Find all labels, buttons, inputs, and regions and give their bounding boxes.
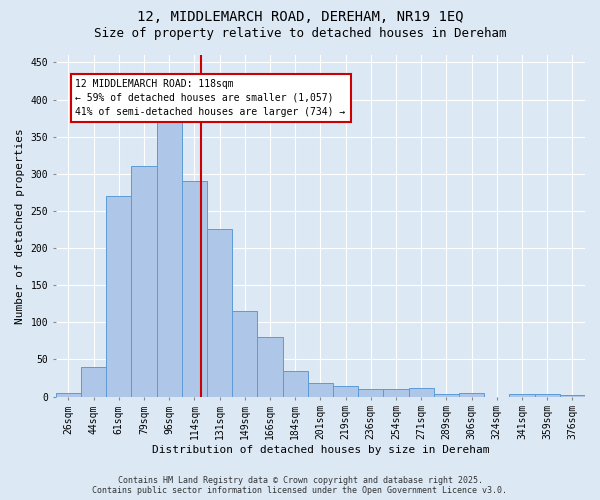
Bar [560, 395, 585, 396]
Bar [509, 394, 535, 396]
Text: 12, MIDDLEMARCH ROAD, DEREHAM, NR19 1EQ: 12, MIDDLEMARCH ROAD, DEREHAM, NR19 1EQ [137, 10, 463, 24]
X-axis label: Distribution of detached houses by size in Dereham: Distribution of detached houses by size … [152, 445, 489, 455]
Bar [383, 389, 409, 396]
Bar [106, 196, 131, 396]
Bar [459, 393, 484, 396]
Bar [257, 337, 283, 396]
Bar [535, 394, 560, 396]
Bar [157, 122, 182, 396]
Bar [56, 393, 81, 396]
Bar [434, 394, 459, 396]
Bar [409, 388, 434, 396]
Bar [283, 370, 308, 396]
Text: 12 MIDDLEMARCH ROAD: 118sqm
← 59% of detached houses are smaller (1,057)
41% of : 12 MIDDLEMARCH ROAD: 118sqm ← 59% of det… [76, 79, 346, 117]
Bar [358, 389, 383, 396]
Bar [232, 311, 257, 396]
Bar [207, 230, 232, 396]
Bar [182, 181, 207, 396]
Bar [333, 386, 358, 396]
Bar [308, 383, 333, 396]
Text: Size of property relative to detached houses in Dereham: Size of property relative to detached ho… [94, 28, 506, 40]
Bar [131, 166, 157, 396]
Text: Contains HM Land Registry data © Crown copyright and database right 2025.
Contai: Contains HM Land Registry data © Crown c… [92, 476, 508, 495]
Bar [81, 367, 106, 396]
Y-axis label: Number of detached properties: Number of detached properties [15, 128, 25, 324]
